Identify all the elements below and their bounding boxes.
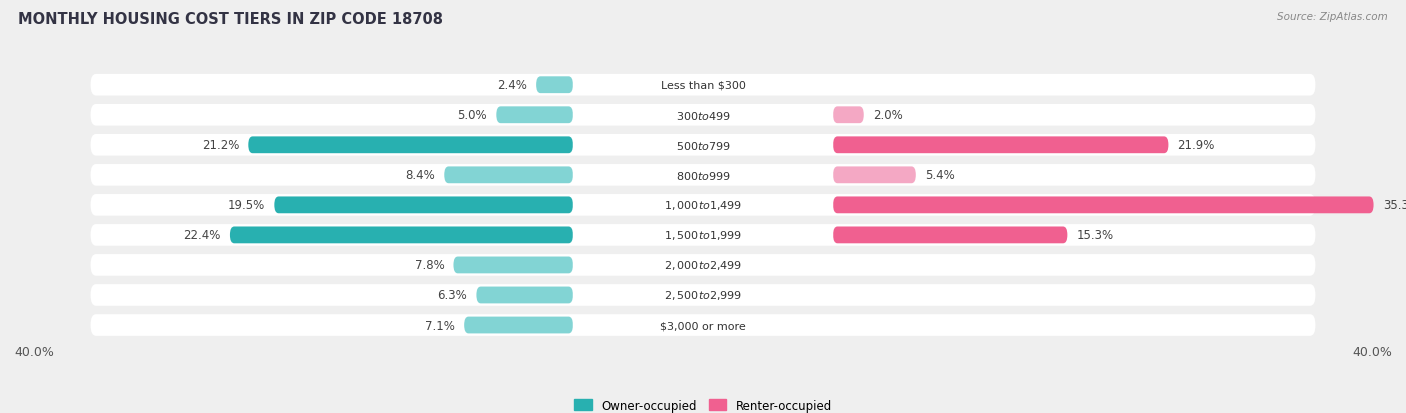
- FancyBboxPatch shape: [572, 197, 834, 214]
- FancyBboxPatch shape: [90, 75, 1316, 96]
- FancyBboxPatch shape: [274, 197, 572, 214]
- Text: MONTHLY HOUSING COST TIERS IN ZIP CODE 18708: MONTHLY HOUSING COST TIERS IN ZIP CODE 1…: [18, 12, 443, 27]
- Text: $500 to $799: $500 to $799: [675, 140, 731, 152]
- Text: $1,000 to $1,499: $1,000 to $1,499: [664, 199, 742, 212]
- Text: 5.4%: 5.4%: [925, 169, 955, 182]
- Text: Less than $300: Less than $300: [661, 81, 745, 90]
- Text: 21.2%: 21.2%: [201, 139, 239, 152]
- FancyBboxPatch shape: [90, 314, 1316, 336]
- Text: 6.3%: 6.3%: [437, 289, 467, 302]
- FancyBboxPatch shape: [90, 165, 1316, 186]
- FancyBboxPatch shape: [90, 225, 1316, 246]
- FancyBboxPatch shape: [477, 287, 572, 304]
- Text: 19.5%: 19.5%: [228, 199, 266, 212]
- FancyBboxPatch shape: [572, 257, 834, 274]
- FancyBboxPatch shape: [572, 227, 834, 244]
- FancyBboxPatch shape: [572, 107, 834, 124]
- FancyBboxPatch shape: [572, 317, 834, 334]
- FancyBboxPatch shape: [90, 285, 1316, 306]
- Text: 2.4%: 2.4%: [498, 79, 527, 92]
- FancyBboxPatch shape: [572, 137, 834, 154]
- FancyBboxPatch shape: [464, 317, 572, 334]
- Text: 8.4%: 8.4%: [405, 169, 434, 182]
- Text: $3,000 or more: $3,000 or more: [661, 320, 745, 330]
- Text: 2.0%: 2.0%: [873, 109, 903, 122]
- FancyBboxPatch shape: [454, 257, 572, 274]
- FancyBboxPatch shape: [572, 287, 834, 304]
- FancyBboxPatch shape: [536, 77, 572, 94]
- Text: Source: ZipAtlas.com: Source: ZipAtlas.com: [1277, 12, 1388, 22]
- Text: 22.4%: 22.4%: [183, 229, 221, 242]
- Text: $2,000 to $2,499: $2,000 to $2,499: [664, 259, 742, 272]
- Text: 35.3%: 35.3%: [1382, 199, 1406, 212]
- FancyBboxPatch shape: [834, 197, 1374, 214]
- Text: 7.1%: 7.1%: [425, 319, 456, 332]
- FancyBboxPatch shape: [834, 227, 1067, 244]
- Text: $1,500 to $1,999: $1,500 to $1,999: [664, 229, 742, 242]
- FancyBboxPatch shape: [834, 137, 1168, 154]
- FancyBboxPatch shape: [496, 107, 572, 124]
- FancyBboxPatch shape: [834, 167, 915, 184]
- Text: 40.0%: 40.0%: [14, 345, 53, 358]
- FancyBboxPatch shape: [231, 227, 572, 244]
- FancyBboxPatch shape: [572, 77, 834, 94]
- Text: 7.8%: 7.8%: [415, 259, 444, 272]
- Text: $800 to $999: $800 to $999: [675, 169, 731, 181]
- FancyBboxPatch shape: [572, 167, 834, 184]
- FancyBboxPatch shape: [834, 107, 863, 124]
- Text: 40.0%: 40.0%: [1353, 345, 1392, 358]
- Legend: Owner-occupied, Renter-occupied: Owner-occupied, Renter-occupied: [569, 394, 837, 413]
- Text: $300 to $499: $300 to $499: [675, 109, 731, 121]
- FancyBboxPatch shape: [90, 135, 1316, 156]
- FancyBboxPatch shape: [90, 104, 1316, 126]
- Text: 15.3%: 15.3%: [1077, 229, 1114, 242]
- Text: $2,500 to $2,999: $2,500 to $2,999: [664, 289, 742, 302]
- FancyBboxPatch shape: [444, 167, 572, 184]
- FancyBboxPatch shape: [90, 254, 1316, 276]
- Text: 21.9%: 21.9%: [1178, 139, 1215, 152]
- FancyBboxPatch shape: [249, 137, 572, 154]
- Text: 5.0%: 5.0%: [457, 109, 486, 122]
- FancyBboxPatch shape: [90, 195, 1316, 216]
